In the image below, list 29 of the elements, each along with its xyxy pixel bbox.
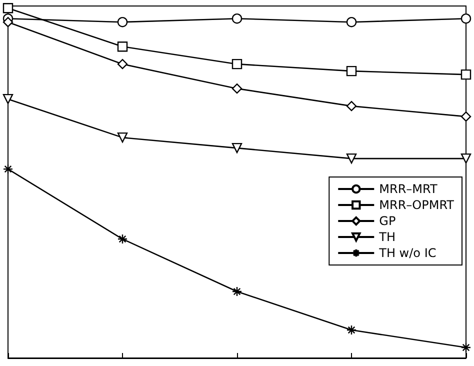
point [346, 16, 357, 28]
point [232, 83, 242, 94]
legend-label: TH [378, 230, 396, 244]
point [232, 14, 242, 24]
point [346, 100, 357, 112]
point [346, 153, 357, 164]
point [232, 286, 242, 297]
point [2, 16, 14, 28]
point [117, 58, 128, 70]
point [2, 3, 14, 14]
legend-label: MRR–MRT [379, 182, 438, 196]
point [460, 342, 472, 353]
legend-label: TH w/o IC [378, 246, 436, 260]
point [346, 324, 357, 336]
point [460, 111, 472, 122]
point [117, 16, 128, 28]
point [2, 164, 14, 174]
point [460, 153, 472, 164]
point [460, 69, 472, 80]
point [346, 66, 357, 76]
point [117, 234, 128, 244]
legend-label: MRR–OPMRT [379, 198, 455, 212]
point [117, 41, 128, 52]
point [2, 94, 14, 104]
legend-label: GP [379, 214, 396, 228]
point [460, 14, 472, 24]
point [232, 142, 242, 154]
point [117, 132, 128, 143]
point [232, 58, 242, 70]
